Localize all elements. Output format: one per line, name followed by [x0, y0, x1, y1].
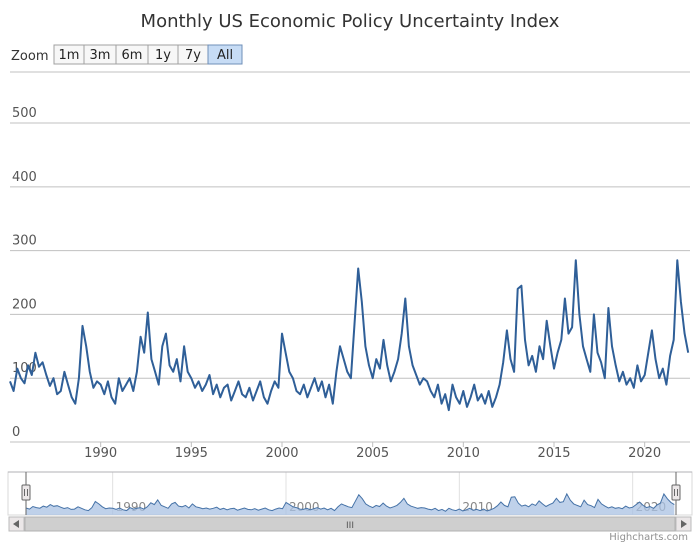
zoom-button-label: 1m [59, 48, 80, 63]
scrollbar-grip: III [346, 521, 354, 531]
zoom-button-7y[interactable]: 7y [177, 44, 209, 65]
x-tick-label-1990: 1990 [84, 446, 117, 461]
x-tick-label-2015: 2015 [537, 446, 570, 461]
navigator-handle-right[interactable] [671, 472, 681, 515]
triangle-right-icon [681, 520, 687, 528]
navigator-handle-left[interactable] [21, 472, 31, 515]
zoom-button-1y[interactable]: 1y [147, 44, 179, 65]
credits-link[interactable]: Highcharts.com [609, 532, 688, 543]
x-tick-label-2000: 2000 [265, 446, 298, 461]
zoom-button-All[interactable]: All [207, 44, 243, 65]
y-tick-label-500: 500 [12, 106, 37, 121]
zoom-button-6m[interactable]: 6m [115, 44, 149, 65]
y-tick-label-400: 400 [12, 170, 37, 185]
zoom-button-label: 6m [122, 48, 143, 63]
grid-lines [10, 71, 690, 443]
zoom-button-1m[interactable]: 1m [53, 44, 85, 65]
x-tick-label-2020: 2020 [628, 446, 661, 461]
zoom-button-label: 3m [90, 48, 111, 63]
y-tick-label-0: 0 [12, 425, 20, 440]
x-axis-labels: 1990 1995 2000 2005 2010 2015 2020 [84, 446, 661, 461]
scrollbar-right-button[interactable] [675, 516, 692, 532]
scrollbar[interactable]: III [8, 516, 692, 532]
x-tick-label-2010: 2010 [447, 446, 480, 461]
zoom-button-3m[interactable]: 3m [83, 44, 117, 65]
y-tick-label-300: 300 [12, 234, 37, 249]
chart-title: Monthly US Economic Policy Uncertainty I… [141, 11, 560, 32]
zoom-button-group: 1m 3m 6m 1y 7y All [53, 44, 243, 65]
triangle-left-icon [13, 520, 19, 528]
y-tick-label-200: 200 [12, 297, 37, 312]
zoom-label: Zoom [11, 49, 48, 64]
x-tick-label-2005: 2005 [356, 446, 389, 461]
navigator[interactable]: 1990200020102020 [7, 471, 693, 516]
series-line-0 [9, 259, 690, 412]
x-tick-label-1995: 1995 [175, 446, 208, 461]
scrollbar-thumb[interactable]: III [24, 516, 676, 532]
zoom-button-label: 7y [185, 48, 201, 63]
navigator-series-line [25, 492, 675, 512]
scrollbar-left-button[interactable] [8, 516, 25, 532]
navigator-series-area [26, 493, 675, 515]
zoom-button-label: 1y [155, 48, 171, 63]
series-group [9, 259, 690, 412]
zoom-button-label: All [217, 48, 233, 63]
x-axis-ticks [100, 442, 646, 447]
